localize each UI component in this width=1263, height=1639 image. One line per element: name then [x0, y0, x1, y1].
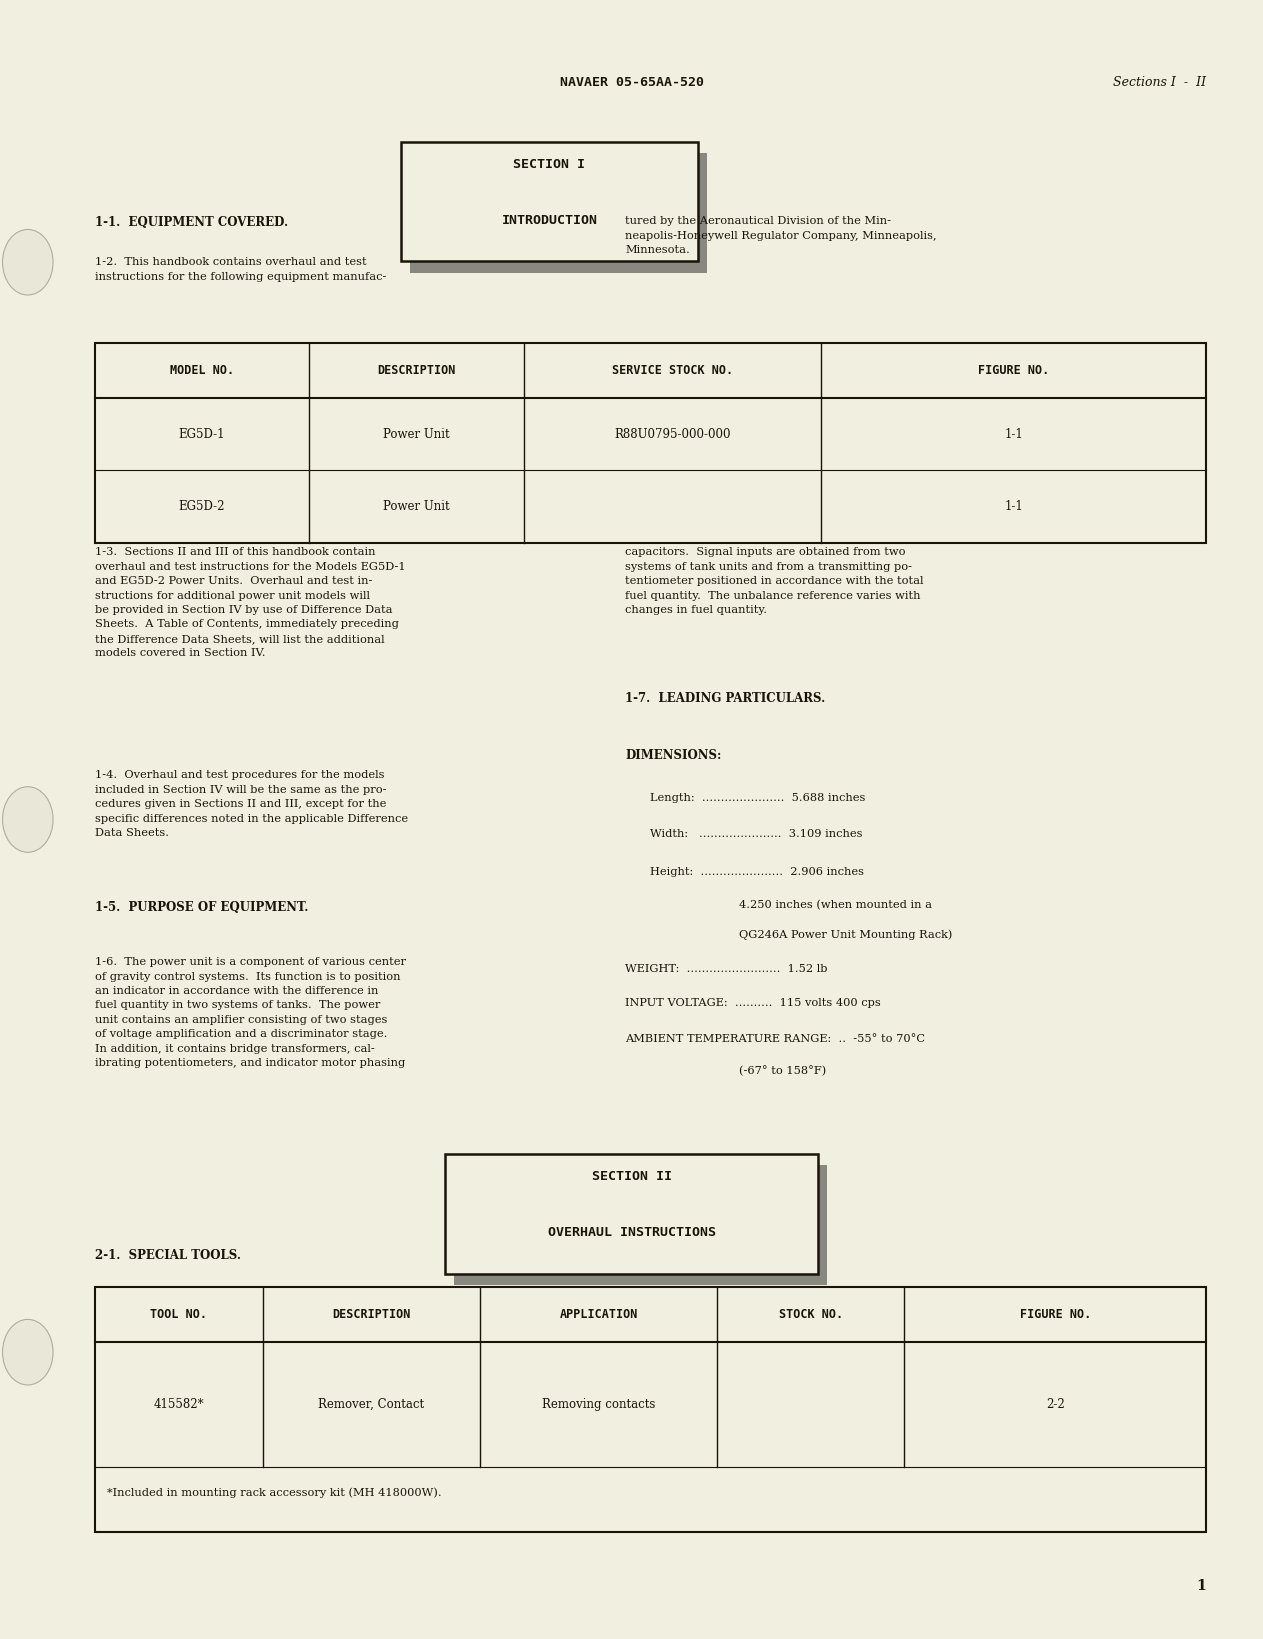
Text: DIMENSIONS:: DIMENSIONS: — [625, 749, 721, 762]
Circle shape — [3, 787, 53, 852]
Text: NAVAER 05-65AA-520: NAVAER 05-65AA-520 — [560, 77, 703, 89]
Text: 2-1.  SPECIAL TOOLS.: 2-1. SPECIAL TOOLS. — [95, 1249, 241, 1262]
Bar — [409, 154, 707, 272]
Text: EG5D-2: EG5D-2 — [179, 500, 225, 513]
Text: Removing contacts: Removing contacts — [542, 1398, 655, 1411]
Text: INPUT VOLTAGE:  ..........  115 volts 400 cps: INPUT VOLTAGE: .......... 115 volts 400 … — [625, 998, 880, 1008]
Text: SECTION I: SECTION I — [513, 159, 586, 170]
Circle shape — [3, 1319, 53, 1385]
Bar — [455, 1165, 827, 1285]
Text: Width:   ......................  3.109 inches: Width: ...................... 3.109 inch… — [650, 829, 863, 839]
Bar — [95, 1287, 1206, 1532]
Text: Length:  ......................  5.688 inches: Length: ...................... 5.688 inc… — [650, 793, 866, 803]
Text: tured by the Aeronautical Division of the Min-
neapolis-Honeywell Regulator Comp: tured by the Aeronautical Division of th… — [625, 216, 937, 256]
Text: 1-4.  Overhaul and test procedures for the models
included in Section IV will be: 1-4. Overhaul and test procedures for th… — [95, 770, 408, 838]
Text: Power Unit: Power Unit — [384, 428, 450, 441]
Circle shape — [3, 229, 53, 295]
Text: QG246A Power Unit Mounting Rack): QG246A Power Unit Mounting Rack) — [739, 929, 952, 939]
Text: Power Unit: Power Unit — [384, 500, 450, 513]
Text: AMBIENT TEMPERATURE RANGE:  ..  -55° to 70°C: AMBIENT TEMPERATURE RANGE: .. -55° to 70… — [625, 1034, 926, 1044]
Text: 4.250 inches (when mounted in a: 4.250 inches (when mounted in a — [739, 900, 932, 910]
Text: MODEL NO.: MODEL NO. — [171, 364, 234, 377]
Text: 1: 1 — [1196, 1578, 1206, 1593]
Text: FIGURE NO.: FIGURE NO. — [978, 364, 1050, 377]
Text: Height:  ......................  2.906 inches: Height: ...................... 2.906 inc… — [650, 867, 864, 877]
Text: 1-7.  LEADING PARTICULARS.: 1-7. LEADING PARTICULARS. — [625, 692, 826, 705]
Text: capacitors.  Signal inputs are obtained from two
systems of tank units and from : capacitors. Signal inputs are obtained f… — [625, 547, 923, 615]
Bar — [402, 143, 697, 261]
Text: 1-5.  PURPOSE OF EQUIPMENT.: 1-5. PURPOSE OF EQUIPMENT. — [95, 901, 308, 915]
Text: 1-2.  This handbook contains overhaul and test
instructions for the following eq: 1-2. This handbook contains overhaul and… — [95, 257, 386, 282]
Text: FIGURE NO.: FIGURE NO. — [1019, 1308, 1091, 1321]
Bar — [95, 343, 1206, 543]
Text: 415582*: 415582* — [153, 1398, 205, 1411]
Text: (-67° to 158°F): (-67° to 158°F) — [739, 1065, 826, 1075]
Bar — [446, 1154, 818, 1274]
Text: STOCK NO.: STOCK NO. — [779, 1308, 842, 1321]
Text: TOOL NO.: TOOL NO. — [150, 1308, 207, 1321]
Text: APPLICATION: APPLICATION — [560, 1308, 638, 1321]
Text: R88U0795-000-000: R88U0795-000-000 — [614, 428, 731, 441]
Text: 1-1.  EQUIPMENT COVERED.: 1-1. EQUIPMENT COVERED. — [95, 216, 288, 229]
Text: Sections I  -  II: Sections I - II — [1113, 77, 1206, 89]
Text: DESCRIPTION: DESCRIPTION — [332, 1308, 410, 1321]
Text: EG5D-1: EG5D-1 — [179, 428, 225, 441]
Text: INTRODUCTION: INTRODUCTION — [501, 215, 597, 226]
Text: 1-1: 1-1 — [1004, 428, 1023, 441]
Text: SERVICE STOCK NO.: SERVICE STOCK NO. — [613, 364, 733, 377]
Text: 2-2: 2-2 — [1046, 1398, 1065, 1411]
Text: WEIGHT:  .........................  1.52 lb: WEIGHT: ......................... 1.52 l… — [625, 964, 827, 974]
Text: Remover, Contact: Remover, Contact — [318, 1398, 424, 1411]
Text: DESCRIPTION: DESCRIPTION — [378, 364, 456, 377]
Text: SECTION II: SECTION II — [591, 1170, 672, 1183]
Text: *Included in mounting rack accessory kit (MH 418000W).: *Included in mounting rack accessory kit… — [107, 1488, 442, 1498]
Text: 1-1: 1-1 — [1004, 500, 1023, 513]
Text: 1-6.  The power unit is a component of various center
of gravity control systems: 1-6. The power unit is a component of va… — [95, 957, 405, 1069]
Text: 1-3.  Sections II and III of this handbook contain
overhaul and test instruction: 1-3. Sections II and III of this handboo… — [95, 547, 405, 659]
Text: OVERHAUL INSTRUCTIONS: OVERHAUL INSTRUCTIONS — [547, 1226, 716, 1239]
